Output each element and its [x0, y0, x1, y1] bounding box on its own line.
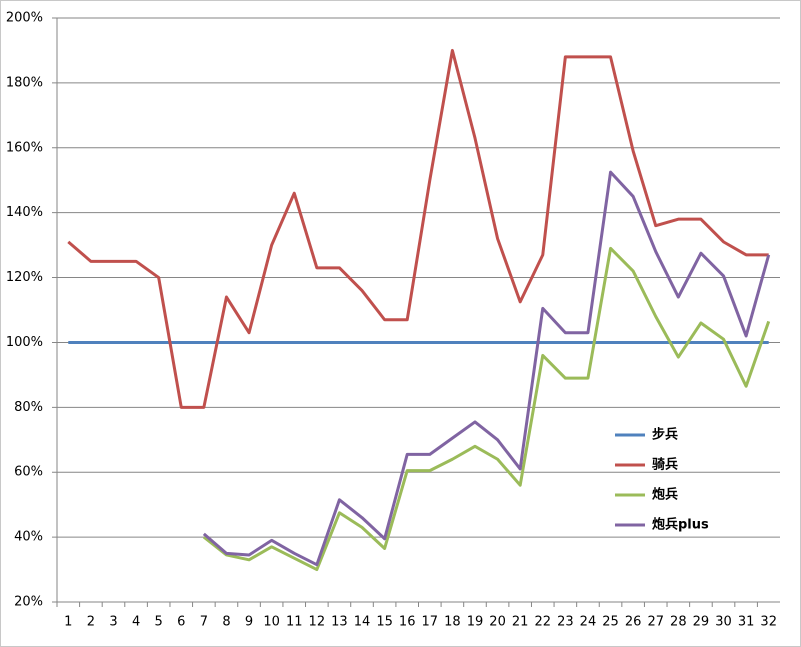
- x-tick-label: 21: [512, 615, 529, 630]
- legend-label: 炮兵: [652, 487, 678, 503]
- x-tick-label: 8: [222, 615, 230, 630]
- x-tick-label: 20: [489, 615, 506, 630]
- legend-label: 步兵: [652, 427, 678, 443]
- y-tick-label: 80%: [14, 400, 43, 415]
- x-tick-label: 28: [670, 615, 687, 630]
- series-line: [202, 170, 771, 567]
- x-tick-label: 31: [738, 615, 755, 630]
- series-line: [202, 246, 771, 572]
- x-tick-label: 14: [354, 615, 371, 630]
- x-tick-label: 11: [286, 615, 303, 630]
- x-tick-label: 9: [245, 615, 253, 630]
- x-tick-label: 7: [200, 615, 208, 630]
- x-tick-label: 18: [444, 615, 461, 630]
- y-tick-label: 20%: [14, 595, 43, 610]
- x-tick-label: 2: [87, 615, 95, 630]
- x-tick-label: 3: [109, 615, 117, 630]
- y-tick-label: 60%: [14, 465, 43, 480]
- y-tick-label: 160%: [6, 140, 43, 155]
- x-tick-label: 26: [625, 615, 642, 630]
- x-tick-label: 16: [399, 615, 416, 630]
- x-tick-label: 12: [309, 615, 326, 630]
- x-tick-label: 30: [715, 615, 732, 630]
- y-tick-label: 180%: [6, 75, 43, 90]
- x-tick-label: 29: [693, 615, 710, 630]
- x-tick-label: 6: [177, 615, 185, 630]
- y-tick-label: 120%: [6, 270, 43, 285]
- y-tick-label: 200%: [6, 11, 43, 26]
- x-tick-label: 27: [647, 615, 664, 630]
- legend-label: 骑兵: [652, 457, 678, 473]
- x-tick-label: 5: [155, 615, 163, 630]
- x-tick-label: 13: [331, 615, 348, 630]
- series-line: [67, 48, 769, 409]
- x-tick-label: 15: [376, 615, 393, 630]
- y-tick-label: 100%: [6, 335, 43, 350]
- y-tick-label: 140%: [6, 205, 43, 220]
- x-tick-label: 4: [132, 615, 140, 630]
- y-tick-label: 40%: [14, 530, 43, 545]
- x-tick-label: 25: [602, 615, 619, 630]
- x-tick-label: 19: [467, 615, 484, 630]
- x-tick-label: 1: [64, 615, 72, 630]
- x-tick-label: 24: [580, 615, 597, 630]
- x-tick-label: 17: [422, 615, 439, 630]
- x-tick-label: 32: [760, 615, 777, 630]
- x-tick-label: 23: [557, 615, 574, 630]
- legend-label: 炮兵plus: [652, 517, 709, 533]
- x-tick-label: 22: [534, 615, 551, 630]
- x-tick-label: 10: [263, 615, 280, 630]
